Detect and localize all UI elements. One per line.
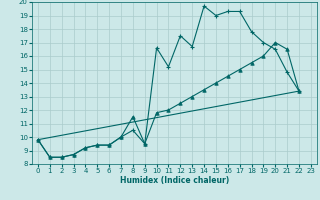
X-axis label: Humidex (Indice chaleur): Humidex (Indice chaleur) (120, 176, 229, 185)
